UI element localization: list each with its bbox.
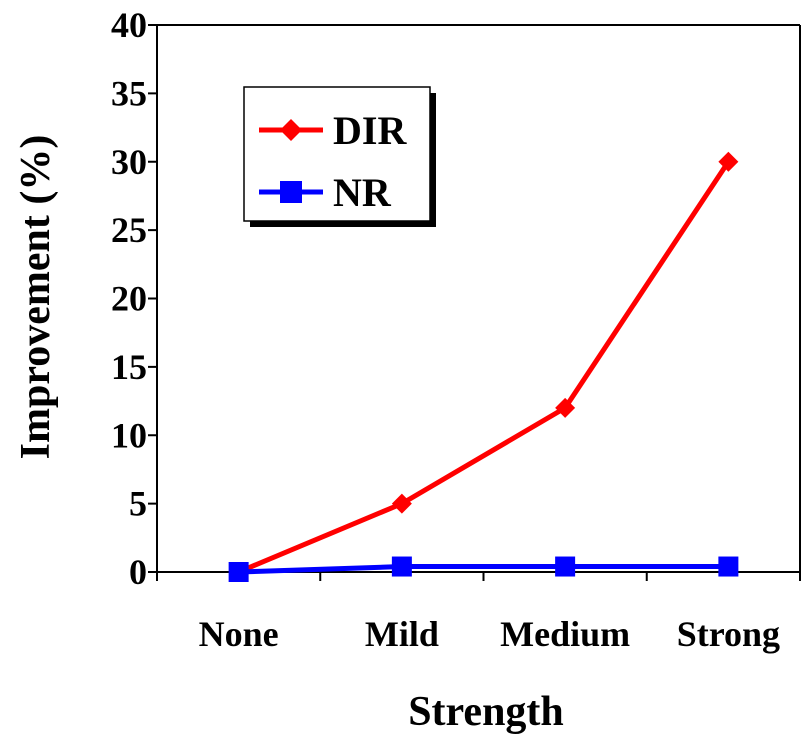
series-line-dir [237,160,731,575]
x-axis-title: Strength [408,689,564,735]
y-axis-ticks: 0 5 10 15 20 25 30 35 40 [111,5,157,592]
legend-box [243,86,431,222]
legend-label: NR [333,170,392,215]
y-tick-label: 10 [111,415,147,455]
legend-label: DIR [333,108,407,153]
data-point-nr [228,562,249,582]
y-tick-label: 0 [129,552,147,592]
legend-item-nr: NR [259,170,392,215]
x-tick-label: None [199,614,279,654]
data-point-nr [391,556,412,577]
y-axis-title: Improvement (%) [13,135,59,460]
legend-swatch-marker [280,119,302,141]
y-tick-label: 35 [111,73,147,113]
series-nr [228,556,739,582]
legend-swatch-marker [280,181,302,203]
series-layer [228,151,739,582]
y-tick-label: 5 [129,484,147,524]
x-axis-ticks: None Mild Medium Strong [156,572,801,654]
y-tick-label: 15 [111,347,147,387]
x-tick-label: Medium [500,614,630,654]
data-point-dir [555,397,576,418]
legend-item-dir: DIR [259,108,407,153]
data-point-dir [391,493,412,514]
x-tick-label: Mild [365,614,439,654]
data-point-dir [718,151,739,172]
series-line-nr [238,564,729,575]
x-tick-label: Strong [677,614,780,654]
legend: DIR NR [243,86,436,227]
y-tick-label: 20 [111,279,147,319]
y-tick-label: 30 [111,142,147,182]
data-point-nr [555,556,576,577]
data-point-nr [718,556,739,577]
y-tick-label: 40 [111,5,147,45]
y-tick-label: 25 [111,210,147,250]
